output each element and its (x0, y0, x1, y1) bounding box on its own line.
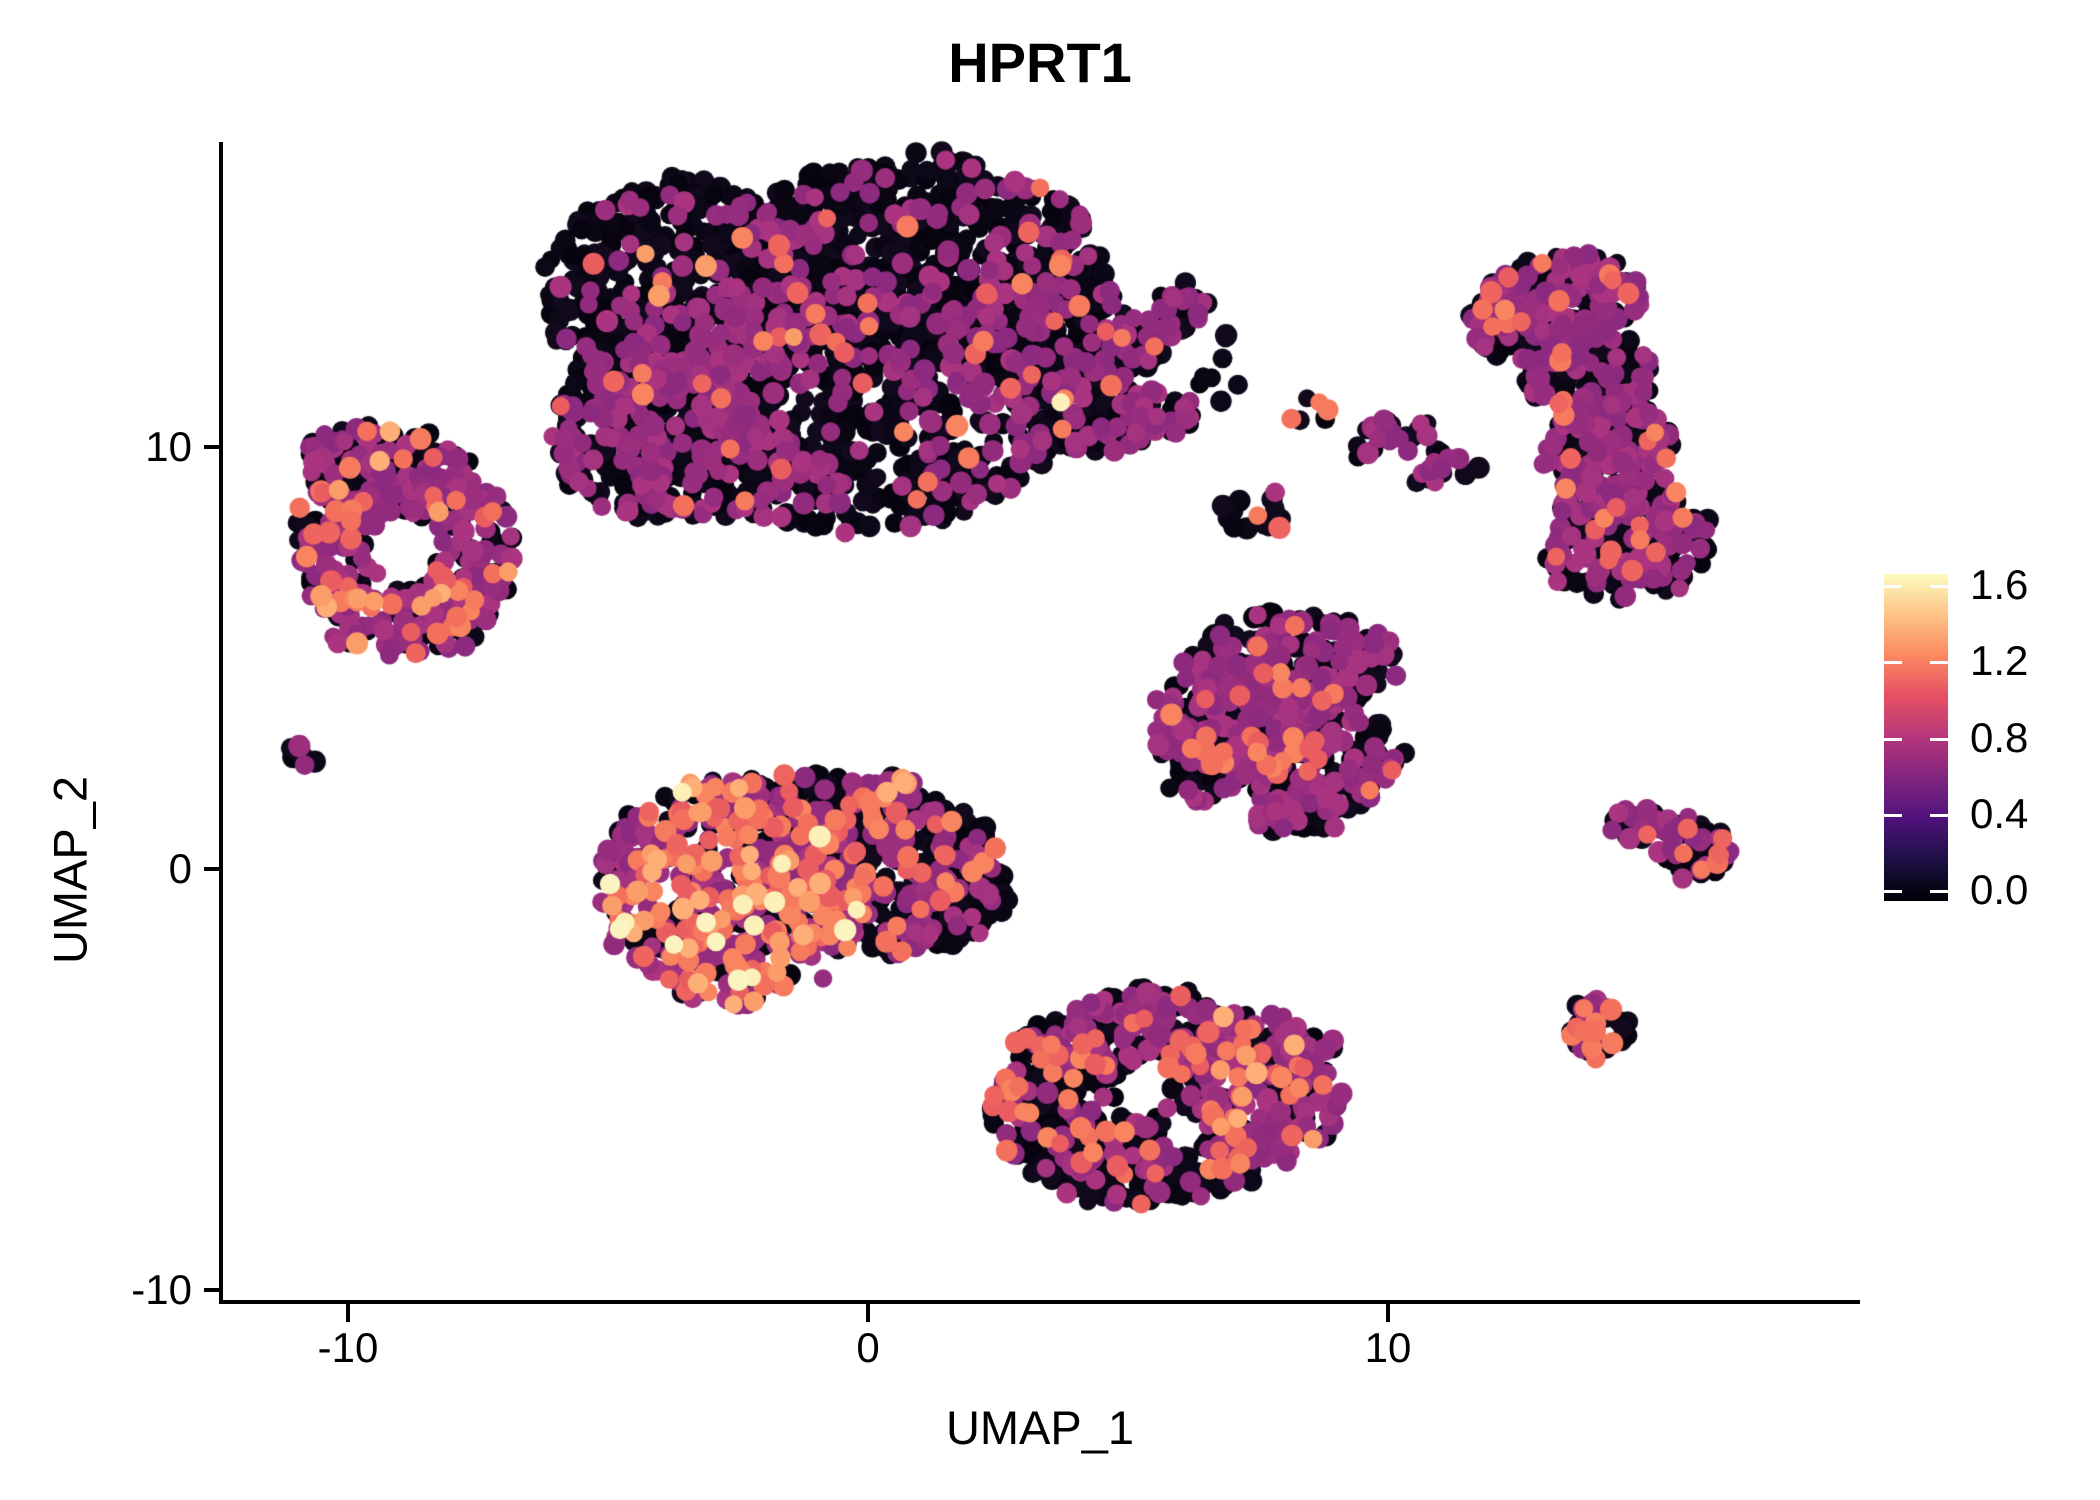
x-tick-label: 10 (1364, 1324, 1412, 1371)
colorbar-tick-mark (1930, 890, 1948, 893)
x-tick-mark (866, 1304, 870, 1322)
colorbar-tick-mark (1930, 813, 1948, 817)
colorbar-tick-label: 1.6 (1970, 561, 2029, 608)
y-tick-label: 10 (145, 423, 192, 470)
x-axis-line (219, 1300, 1860, 1304)
y-tick-label: -10 (131, 1266, 192, 1313)
x-axis-title: UMAP_1 (945, 1401, 1135, 1454)
y-tick-mark (204, 1288, 222, 1292)
x-tick-label: -10 (317, 1324, 379, 1371)
colorbar-tick-mark (1884, 813, 1902, 817)
y-tick-mark (204, 867, 222, 871)
colorbar-tick-mark (1930, 585, 1948, 588)
plot-title: HPRT1 (948, 31, 1132, 94)
colorbar-tick-mark (1930, 737, 1948, 741)
y-axis-title: UMAP_2 (43, 775, 97, 965)
colorbar-tick-mark (1884, 585, 1902, 588)
x-tick-mark (1386, 1304, 1390, 1322)
y-tick-label: 0 (168, 845, 192, 892)
colorbar-tick-label: 0.8 (1970, 714, 2029, 761)
colorbar-tick-mark (1884, 737, 1902, 741)
x-tick-label: 0 (856, 1324, 880, 1371)
colorbar-tick-mark (1930, 661, 1948, 665)
colorbar-tick-mark (1884, 661, 1902, 665)
x-tick-mark (346, 1304, 350, 1322)
colorbar-tick-mark (1884, 890, 1902, 893)
colorbar-tick-label: 1.2 (1970, 637, 2029, 684)
colorbar-tick-label: 0.4 (1970, 790, 2029, 837)
colorbar-tick-label: 0.0 (1970, 866, 2029, 913)
y-tick-mark (204, 445, 222, 449)
y-axis-line (219, 142, 223, 1304)
